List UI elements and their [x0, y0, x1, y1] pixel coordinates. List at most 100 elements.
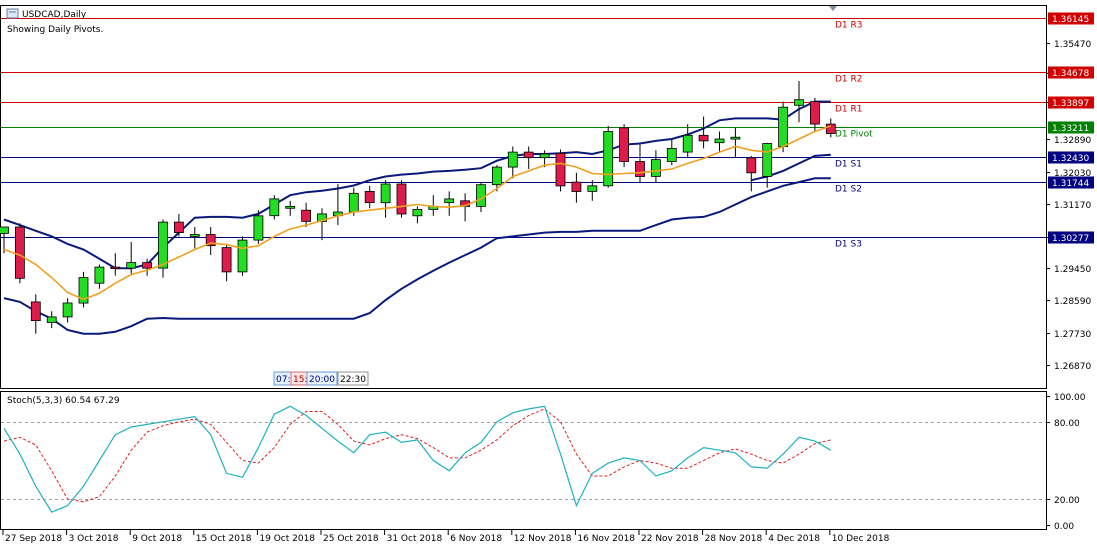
- pivot-price-tag-5: [1048, 176, 1094, 189]
- candle[interactable]: [571, 172, 582, 203]
- candle[interactable]: [730, 127, 741, 158]
- candle[interactable]: [110, 253, 121, 276]
- candle[interactable]: [269, 195, 280, 220]
- chart-header: USDCAD,Daily Showing Daily Pivots.: [6, 8, 103, 35]
- time-tag-3: 20:00: [309, 375, 335, 385]
- candle[interactable]: [491, 165, 502, 192]
- time-tag-4: 22:30: [340, 375, 366, 385]
- stoch-signal-line[interactable]: [3, 408, 831, 503]
- price-tick-label: 1.31170: [1054, 201, 1091, 211]
- symbol-title: USDCAD,Daily: [22, 10, 87, 20]
- candle[interactable]: [205, 227, 216, 256]
- candle-body-bull: [348, 192, 359, 213]
- candle[interactable]: [825, 118, 836, 138]
- candle[interactable]: [666, 139, 677, 166]
- candle-body-bear: [635, 161, 645, 177]
- bollinger-upper-line[interactable]: [3, 100, 831, 270]
- candle[interactable]: [651, 150, 661, 183]
- moving-average-line[interactable]: [3, 125, 832, 301]
- candle-body-bull: [778, 106, 788, 147]
- time-tick-label: 15 Oct 2018: [196, 534, 252, 544]
- time-axis: 27 Sep 2018 3 Oct 2018 9 Oct 2018 15 Oct 20…: [2, 530, 890, 544]
- pivot-label-d1-r2: D1 R2: [835, 75, 863, 85]
- candle[interactable]: [126, 242, 137, 274]
- candle-body-bull: [539, 153, 550, 159]
- time-tag-box-4[interactable]: [337, 371, 369, 386]
- candle[interactable]: [682, 124, 693, 158]
- candle[interactable]: [14, 223, 25, 284]
- candle[interactable]: [714, 131, 725, 153]
- candle[interactable]: [523, 146, 534, 170]
- pivot-label-d1-pivot: D1 Pivot: [835, 130, 873, 140]
- bollinger-middle-line[interactable]: [751, 153, 831, 182]
- candle[interactable]: [619, 124, 629, 168]
- bollinger-lower-line[interactable]: [3, 177, 831, 335]
- candle[interactable]: [555, 149, 566, 192]
- candle[interactable]: [539, 150, 550, 168]
- candle[interactable]: [78, 271, 89, 308]
- candle[interactable]: [810, 97, 820, 132]
- candle[interactable]: [444, 191, 455, 216]
- candle[interactable]: [30, 294, 41, 334]
- candle[interactable]: [698, 116, 709, 149]
- window-icon[interactable]: [6, 8, 19, 19]
- candle-body-bear: [825, 123, 836, 134]
- candle[interactable]: [603, 125, 614, 188]
- candle-body-bull: [94, 266, 105, 284]
- pivot-price-value-0: 1.36145: [1052, 15, 1089, 25]
- time-tag-box-3[interactable]: [306, 371, 338, 386]
- candle[interactable]: [301, 202, 312, 227]
- time-tick-label: 9 Oct 2018: [132, 534, 182, 544]
- candle[interactable]: [46, 311, 57, 329]
- candle[interactable]: [94, 264, 105, 289]
- candle[interactable]: [173, 213, 184, 237]
- candle[interactable]: [253, 210, 264, 244]
- candle[interactable]: [364, 185, 375, 209]
- candle[interactable]: [794, 81, 804, 123]
- candle[interactable]: [221, 243, 232, 282]
- candle[interactable]: [189, 227, 200, 249]
- price-axis: 1.354701.346701.338971.328901.320301.311…: [1046, 40, 1091, 372]
- candle-body-bull: [587, 185, 598, 192]
- candle-body-bear: [619, 127, 629, 162]
- candle-body-bull: [476, 184, 486, 207]
- candle-body-bear: [221, 247, 232, 273]
- candle[interactable]: [158, 219, 168, 278]
- time-tick-label: 22 Nov 2018: [641, 534, 699, 544]
- bollinger-bands-layer: [3, 100, 831, 335]
- candle-body-bull: [253, 215, 264, 241]
- candle-body-bull: [126, 262, 137, 269]
- candle[interactable]: [746, 155, 757, 192]
- pivot-label-d1-s3: D1 S3: [835, 240, 862, 250]
- chart-shift-marker-icon[interactable]: [829, 6, 837, 11]
- pivot-price-tag-3: [1048, 121, 1094, 134]
- pivot-price-value-4: 1.32430: [1052, 154, 1089, 164]
- candle[interactable]: [412, 206, 423, 224]
- candle[interactable]: [762, 142, 773, 188]
- candle[interactable]: [396, 180, 407, 218]
- stoch-main-line[interactable]: [3, 405, 832, 513]
- candle[interactable]: [507, 146, 518, 179]
- candle-body-bear: [173, 221, 184, 234]
- candle[interactable]: [587, 180, 598, 201]
- candle[interactable]: [0, 226, 9, 254]
- time-tick-label: 16 Nov 2018: [577, 534, 635, 544]
- price-tick-label: 1.32030: [1054, 169, 1091, 179]
- price-tick-label: 1.29450: [1054, 265, 1091, 275]
- time-tick-label: 25 Oct 2018: [323, 534, 379, 544]
- moving-average-layer: [3, 125, 832, 301]
- time-tick-label: 12 Nov 2018: [514, 534, 572, 544]
- candle[interactable]: [635, 144, 645, 183]
- candle[interactable]: [380, 180, 391, 218]
- candle-body-bear: [523, 151, 534, 159]
- candle[interactable]: [62, 298, 73, 323]
- time-tick-label: 19 Oct 2018: [259, 534, 315, 544]
- candle[interactable]: [142, 258, 153, 276]
- candle-body-bull: [762, 143, 773, 177]
- pivot-label-d1-s1: D1 S1: [835, 160, 862, 170]
- candle[interactable]: [285, 200, 296, 216]
- candle[interactable]: [237, 236, 248, 276]
- candle-body-bull: [491, 166, 502, 186]
